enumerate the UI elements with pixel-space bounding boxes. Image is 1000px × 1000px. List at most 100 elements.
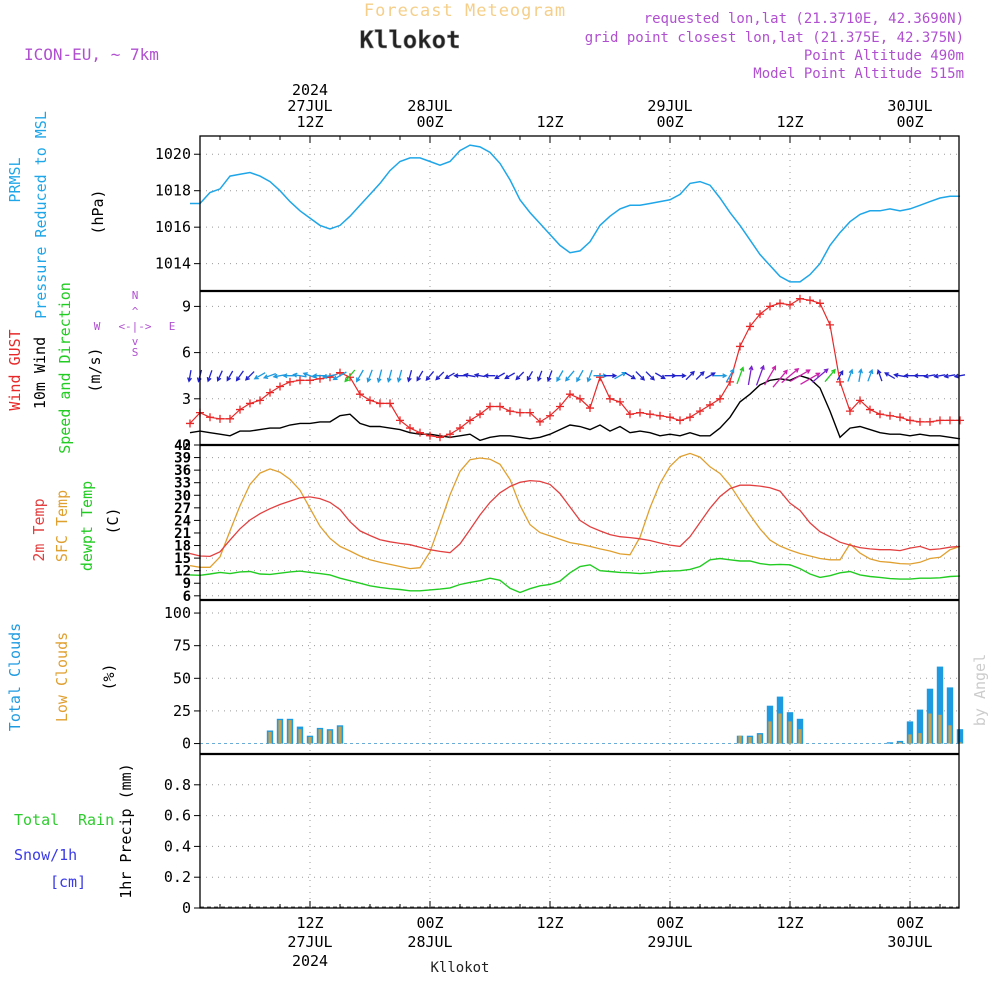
- gust-point: [606, 394, 614, 403]
- low-cloud-bar: [938, 714, 942, 744]
- top-time-label: 12Z: [776, 113, 803, 131]
- gust-point: [216, 414, 224, 423]
- bottom-time-label: 30JUL: [887, 933, 932, 951]
- low-cloud-bar: [948, 725, 952, 744]
- low-cloud-legend: Low Clouds: [53, 632, 71, 722]
- wind-direction-arrow: [604, 373, 618, 379]
- wind-direction-arrow: [747, 365, 754, 386]
- low-cloud-bar: [288, 720, 292, 744]
- low-cloud-bar: [768, 721, 772, 744]
- bottom-time-label: 00Z: [656, 914, 683, 932]
- gust-point: [476, 410, 484, 419]
- y-tick-label: 0.8: [164, 776, 191, 794]
- gust-point: [766, 302, 774, 311]
- wind-10m-legend: 10m Wind: [31, 337, 49, 409]
- wind-direction-arrow: [504, 372, 516, 380]
- low-cloud-bar: [918, 733, 922, 744]
- sfc-temp-line: [189, 452, 961, 570]
- gust-point: [276, 382, 284, 391]
- gust-point: [846, 407, 854, 416]
- compass-south: S: [132, 346, 139, 359]
- chart-title: Forecast Meteogram: [364, 1, 566, 21]
- bottom-time-label: 2024: [292, 952, 328, 970]
- wind-10m-line: [189, 374, 961, 442]
- gust-point: [866, 405, 874, 414]
- top-time-label: 28JUL: [407, 97, 452, 115]
- low-cloud-bar: [308, 737, 312, 744]
- gust-point: [236, 405, 244, 414]
- wind-direction-arrow: [933, 373, 946, 379]
- wind-direction-arrow: [800, 372, 821, 385]
- bottom-time-label: 27JUL: [287, 933, 332, 951]
- low-cloud-bar: [928, 713, 932, 744]
- point-altitude: Point Altitude 490m: [804, 48, 964, 64]
- wind-direction-arrow: [444, 372, 455, 379]
- gust-point: [556, 402, 564, 411]
- top-time-label: 30JUL: [887, 97, 932, 115]
- compass-up: ^: [132, 305, 139, 318]
- location-title: Kllokot: [359, 26, 460, 54]
- y-tick-label: 24: [174, 513, 191, 529]
- gust-point: [296, 376, 304, 385]
- gust-point: [656, 411, 664, 420]
- low-cloud-bar: [758, 734, 762, 744]
- gust-point: [806, 296, 814, 305]
- y-tick-label: 1016: [155, 218, 191, 236]
- wind-direction-arrow: [811, 368, 829, 383]
- wind-direction-arrow: [893, 372, 906, 378]
- gust-point: [896, 413, 904, 422]
- gust-point: [776, 299, 784, 308]
- gust-point: [696, 407, 704, 416]
- wind-direction-arrow: [725, 368, 735, 383]
- gust-point: [206, 413, 214, 422]
- y-tick-label: 6: [182, 344, 191, 362]
- compass-horizontal: <-|->: [118, 320, 151, 333]
- gust-point: [426, 431, 434, 440]
- gust-point: [466, 416, 474, 425]
- gust-point: [356, 390, 364, 399]
- wind-direction-arrow: [764, 365, 777, 386]
- y-tick-label: 0.4: [164, 837, 191, 855]
- wind-direction-arrow: [515, 371, 525, 381]
- gust-point: [346, 373, 354, 382]
- wind-direction-arrow: [858, 368, 864, 383]
- wind-direction-arrow: [356, 369, 364, 383]
- gust-point: [796, 294, 804, 303]
- wind-direction-arrow: [913, 373, 926, 379]
- gust-point: [376, 399, 384, 408]
- total-cloud-legend: Total Clouds: [6, 623, 24, 731]
- wind-direction-arrow: [483, 373, 496, 379]
- model-altitude: Model Point Altitude 515m: [753, 66, 964, 82]
- bottom-time-label: 12Z: [776, 914, 803, 932]
- gust-point: [636, 408, 644, 417]
- compass-east: E: [169, 320, 176, 333]
- gust-point: [706, 400, 714, 409]
- wind-direction-arrow: [206, 370, 213, 383]
- gust-point: [586, 404, 594, 413]
- wind-gust-line: [189, 298, 960, 438]
- gust-point: [646, 410, 654, 419]
- y-tick-label: 12: [174, 564, 191, 580]
- low-cloud-bar: [738, 735, 742, 744]
- gust-point: [506, 407, 514, 416]
- wind-direction-arrow: [664, 373, 677, 379]
- y-tick-label: 1018: [155, 182, 191, 200]
- gust-point: [676, 416, 684, 425]
- y-tick-label: 21: [174, 526, 191, 542]
- y-tick-label: 0.6: [164, 807, 191, 825]
- y-tick-label: 0: [182, 735, 191, 753]
- low-cloud-bar: [908, 734, 912, 744]
- wind-direction-arrow: [235, 370, 244, 382]
- wind-direction-arrow: [556, 370, 564, 383]
- wind-direction-arrow: [494, 372, 506, 380]
- snow-unit: [cm]: [50, 873, 86, 891]
- watermark: by Angel: [971, 654, 989, 726]
- dewpoint-legend: dewpt Temp: [78, 481, 96, 571]
- wind-direction-arrow: [463, 372, 476, 378]
- low-cloud-bar: [898, 742, 902, 744]
- wind-direction-arrow: [704, 372, 716, 379]
- bottom-time-label: 12Z: [536, 914, 563, 932]
- top-time-label: 12Z: [296, 113, 323, 131]
- gust-point: [856, 396, 864, 405]
- wind-direction-arrow: [645, 371, 655, 381]
